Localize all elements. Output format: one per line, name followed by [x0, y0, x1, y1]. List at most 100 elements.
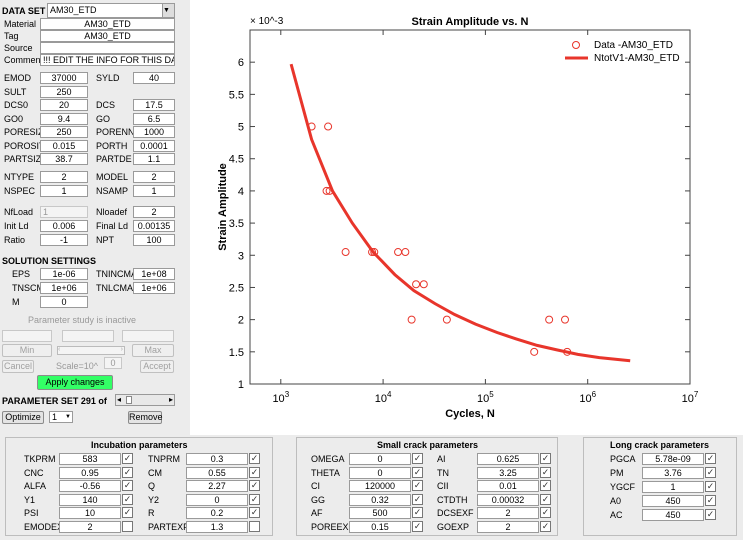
- param-study-field-3[interactable]: [122, 330, 174, 342]
- param-field[interactable]: 2: [40, 171, 88, 183]
- small-crack-checkbox[interactable]: ✓: [540, 493, 551, 505]
- incubation-checkbox[interactable]: ✓: [249, 453, 260, 464]
- small-crack-param-field[interactable]: 0.01: [477, 480, 539, 492]
- min-button[interactable]: Min: [2, 344, 52, 357]
- slider-left-arrow-icon[interactable]: ‹: [58, 346, 61, 353]
- incubation-param-field[interactable]: 0.95: [59, 466, 121, 479]
- param-field[interactable]: 2: [133, 206, 175, 218]
- param-field[interactable]: 1e-06: [40, 268, 88, 280]
- small-crack-param-field[interactable]: 0: [349, 453, 411, 465]
- param-field[interactable]: 37000: [40, 72, 88, 84]
- param-field[interactable]: 1e+06: [40, 282, 88, 294]
- long-crack-param-field[interactable]: 3.76: [642, 467, 704, 479]
- incubation-param-field[interactable]: 0.3: [186, 453, 248, 465]
- slider-right-arrow-icon[interactable]: ›: [120, 346, 123, 353]
- param-study-slider[interactable]: ‹ ›: [57, 346, 125, 355]
- param-field[interactable]: 40: [133, 72, 175, 84]
- small-crack-checkbox[interactable]: ✓: [412, 520, 423, 532]
- param-field[interactable]: 1: [40, 206, 88, 218]
- small-crack-param-field[interactable]: 3.25: [477, 466, 539, 479]
- param-field[interactable]: 250: [40, 85, 88, 98]
- apply-changes-button[interactable]: Apply changes: [37, 375, 113, 390]
- max-button[interactable]: Max: [132, 344, 174, 357]
- incubation-param-field[interactable]: 10: [59, 507, 121, 519]
- small-crack-checkbox[interactable]: ✓: [540, 453, 551, 464]
- incubation-checkbox[interactable]: ✓: [249, 507, 260, 518]
- long-crack-param-field[interactable]: 1: [642, 481, 704, 493]
- incubation-param-field[interactable]: 0: [186, 493, 248, 506]
- small-crack-checkbox[interactable]: ✓: [412, 466, 423, 478]
- long-crack-param-field[interactable]: 5.78e-09: [642, 453, 704, 465]
- scale-field[interactable]: 0: [104, 357, 122, 369]
- param-field[interactable]: 1000: [133, 126, 175, 138]
- incubation-checkbox[interactable]: ✓: [122, 466, 133, 478]
- optimize-button[interactable]: Optimize: [2, 411, 44, 424]
- small-crack-param-field[interactable]: 0.625: [477, 453, 539, 465]
- small-crack-param-field[interactable]: 0.32: [349, 493, 411, 506]
- small-crack-checkbox[interactable]: ✓: [412, 507, 423, 518]
- small-crack-param-field[interactable]: 0.00032: [477, 493, 539, 506]
- data-set-select[interactable]: AM30_ETD ▼: [47, 3, 175, 18]
- incubation-param-field[interactable]: 0.55: [186, 466, 248, 479]
- incubation-param-field[interactable]: 2.27: [186, 480, 248, 492]
- small-crack-checkbox[interactable]: ✓: [412, 453, 423, 464]
- small-crack-checkbox[interactable]: ✓: [540, 480, 551, 491]
- incubation-checkbox[interactable]: ✓: [249, 480, 260, 491]
- incubation-checkbox[interactable]: ✓: [122, 480, 133, 491]
- param-field[interactable]: 2: [133, 171, 175, 183]
- parameter-set-scrollbar[interactable]: ◂ ▸: [115, 394, 175, 406]
- optimize-select[interactable]: 1 ▼: [49, 411, 73, 423]
- small-crack-checkbox[interactable]: ✓: [540, 520, 551, 532]
- long-crack-checkbox[interactable]: ✓: [705, 467, 716, 478]
- small-crack-checkbox[interactable]: ✓: [540, 507, 551, 518]
- param-field[interactable]: 0.00135: [133, 220, 175, 232]
- param-field[interactable]: 0.0001: [133, 139, 175, 152]
- param-field[interactable]: 38.7: [40, 153, 88, 165]
- param-field[interactable]: 1: [133, 184, 175, 197]
- param-field[interactable]: 1: [40, 184, 88, 197]
- cancel-button[interactable]: Cancel: [2, 360, 34, 373]
- source-field[interactable]: [40, 42, 175, 54]
- param-study-field-1[interactable]: [2, 330, 52, 342]
- dropdown-arrow-icon[interactable]: ▼: [162, 4, 174, 17]
- incubation-checkbox[interactable]: ✓: [122, 453, 133, 464]
- long-crack-checkbox[interactable]: ✓: [705, 495, 716, 506]
- incubation-checkbox[interactable]: ✓: [122, 493, 133, 505]
- param-field[interactable]: 20: [40, 99, 88, 111]
- remove-button[interactable]: Remove: [128, 411, 163, 424]
- long-crack-param-field[interactable]: 450: [642, 495, 704, 507]
- incubation-param-field[interactable]: -0.56: [59, 480, 121, 492]
- incubation-param-field[interactable]: 2: [59, 520, 121, 533]
- param-field[interactable]: 0.006: [40, 220, 88, 232]
- param-field[interactable]: 250: [40, 126, 88, 138]
- incubation-checkbox[interactable]: ✓: [249, 493, 260, 505]
- accept-button[interactable]: Accept: [140, 360, 174, 373]
- small-crack-param-field[interactable]: 2: [477, 507, 539, 519]
- small-crack-checkbox[interactable]: ✓: [412, 480, 423, 491]
- incubation-checkbox[interactable]: ✓: [122, 507, 133, 518]
- long-crack-checkbox[interactable]: ✓: [705, 481, 716, 492]
- optimize-dropdown-arrow-icon[interactable]: ▼: [65, 414, 71, 420]
- incubation-param-field[interactable]: 140: [59, 493, 121, 506]
- scroll-left-icon[interactable]: ◂: [117, 395, 122, 404]
- incubation-param-field[interactable]: 0.2: [186, 507, 248, 519]
- small-crack-param-field[interactable]: 0: [349, 466, 411, 479]
- scroll-thumb[interactable]: [126, 396, 132, 404]
- param-field[interactable]: 1.1: [133, 153, 175, 165]
- param-field[interactable]: 0: [40, 296, 88, 308]
- long-crack-param-field[interactable]: 450: [642, 509, 704, 521]
- small-crack-param-field[interactable]: 500: [349, 507, 411, 519]
- param-field[interactable]: 1e+08: [133, 268, 175, 280]
- small-crack-param-field[interactable]: 120000: [349, 480, 411, 492]
- param-study-field-2[interactable]: [62, 330, 114, 342]
- small-crack-checkbox[interactable]: ✓: [412, 493, 423, 505]
- param-field[interactable]: 9.4: [40, 112, 88, 125]
- param-field[interactable]: 17.5: [133, 99, 175, 111]
- long-crack-checkbox[interactable]: ✓: [705, 453, 716, 464]
- long-crack-checkbox[interactable]: ✓: [705, 509, 716, 520]
- param-field[interactable]: -1: [40, 234, 88, 246]
- param-field[interactable]: 6.5: [133, 112, 175, 125]
- incubation-checkbox[interactable]: [122, 520, 133, 532]
- param-field[interactable]: 1e+06: [133, 282, 175, 294]
- material-field[interactable]: AM30_ETD: [40, 18, 175, 30]
